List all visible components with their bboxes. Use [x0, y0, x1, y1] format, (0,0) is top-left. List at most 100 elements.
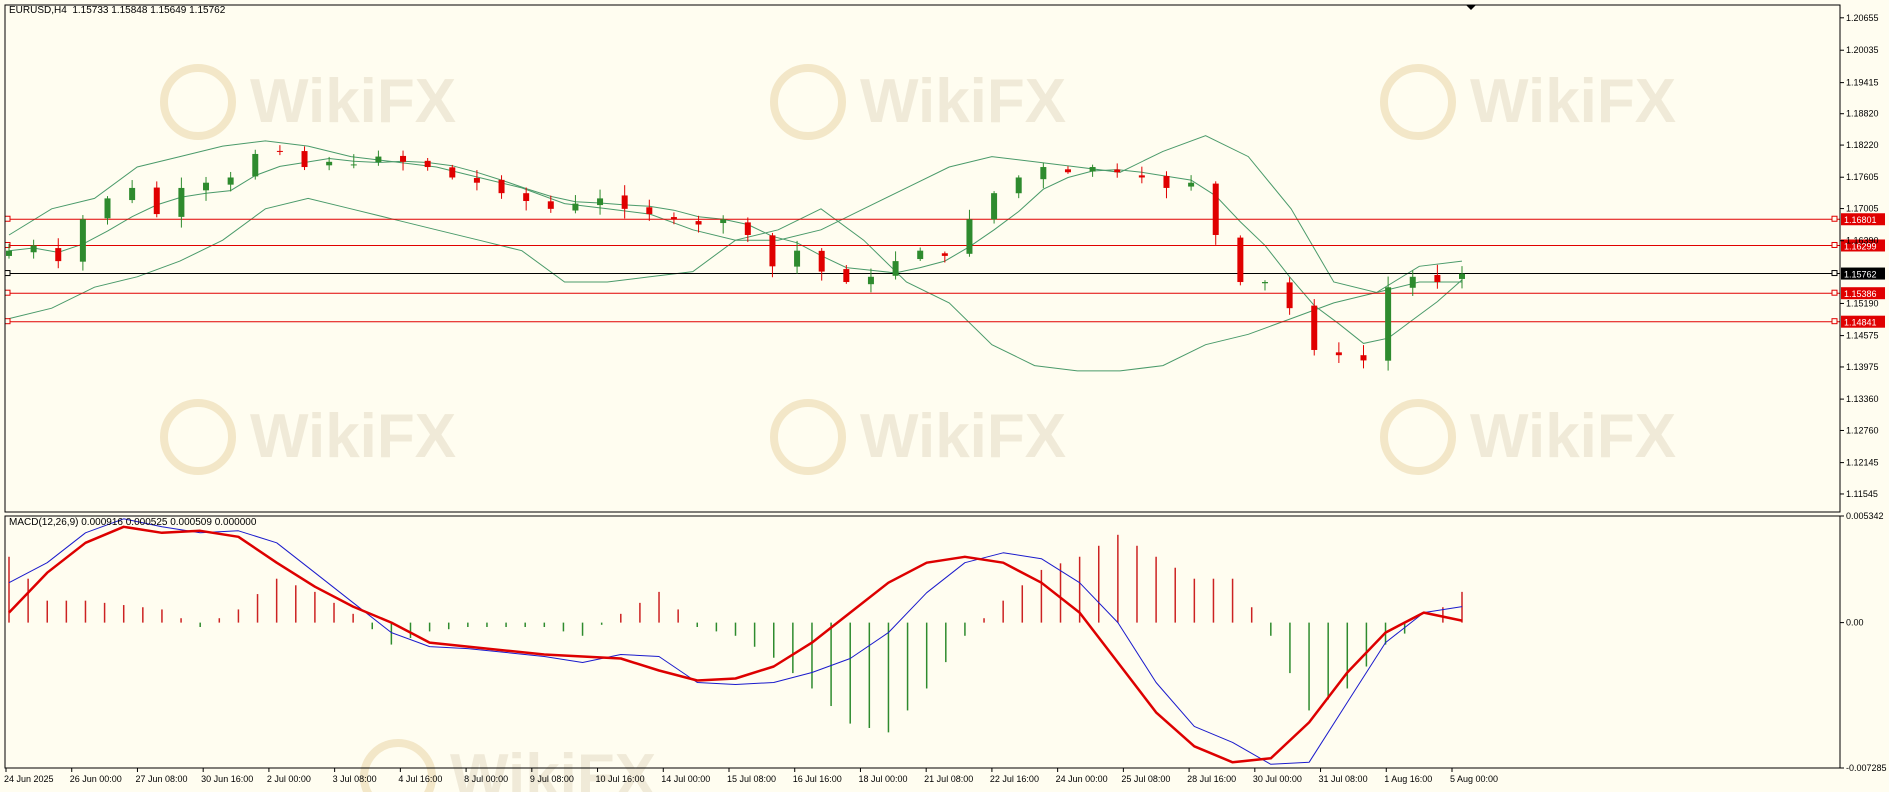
bull-candle	[572, 203, 579, 211]
time-tick-label: 4 Jul 16:00	[398, 774, 442, 784]
watermark-text: WikiFX	[250, 67, 456, 136]
bear-candle	[424, 160, 431, 168]
level-price-label: 1.16801	[1844, 215, 1877, 225]
level-anchor-icon	[4, 318, 11, 325]
price-tick-label: 1.20655	[1846, 13, 1879, 23]
macd-tick-label: -0.007285	[1846, 763, 1887, 773]
price-tick-label: 1.15190	[1846, 298, 1879, 308]
watermark-text: WikiFX	[1470, 402, 1676, 471]
watermark-logo-icon	[770, 64, 846, 140]
bull-candle	[326, 161, 333, 166]
level-price-badge	[1841, 239, 1885, 252]
time-tick-label: 31 Jul 08:00	[1319, 774, 1368, 784]
macd-tick-label: 0.005342	[1846, 511, 1884, 521]
level-anchor-icon	[1831, 270, 1838, 277]
time-tick-label: 8 Jul 00:00	[464, 774, 508, 784]
time-tick-label: 16 Jul 16:00	[793, 774, 842, 784]
bear-candle	[1286, 282, 1293, 309]
time-tick-label: 10 Jul 16:00	[596, 774, 645, 784]
level-anchor-icon	[4, 270, 11, 277]
time-tick-label: 25 Jul 08:00	[1121, 774, 1170, 784]
level-price-badge	[1841, 213, 1885, 226]
bear-candle	[621, 195, 628, 209]
bull-candle	[30, 245, 37, 253]
bear-candle	[547, 201, 554, 209]
watermark-logo-icon	[160, 64, 236, 140]
time-tick-label: 5 Aug 00:00	[1450, 774, 1498, 784]
level-price-badge	[1841, 315, 1885, 328]
bull-candle	[203, 182, 210, 191]
macd-tick-label: 0.00	[1846, 618, 1864, 628]
bear-candle	[153, 187, 160, 215]
time-tick-label: 2 Jul 00:00	[267, 774, 311, 784]
time-tick-label: 30 Jun 16:00	[201, 774, 253, 784]
bear-candle	[1064, 169, 1071, 173]
price-tick-label: 1.20035	[1846, 45, 1879, 55]
bull-candle	[1459, 273, 1465, 279]
bull-candle	[1089, 167, 1096, 172]
macd-line	[8, 518, 1463, 765]
level-anchor-icon	[4, 215, 11, 222]
middle-bollinger-band	[8, 157, 1463, 344]
time-tick-label: 24 Jun 00:00	[1056, 774, 1108, 784]
price-tick-label: 1.14575	[1846, 331, 1879, 341]
bear-candle	[646, 207, 653, 215]
bull-candle	[1385, 287, 1392, 361]
time-tick-label: 22 Jul 16:00	[990, 774, 1039, 784]
bull-candle	[966, 219, 973, 254]
price-tick-label: 1.12760	[1846, 425, 1879, 435]
bear-candle	[670, 217, 677, 220]
bear-candle	[1434, 274, 1441, 283]
level-price-label: 1.15386	[1844, 289, 1877, 299]
bear-candle	[1237, 237, 1244, 283]
time-tick-label: 24 Jun 2025	[4, 774, 54, 784]
level-anchor-icon	[1831, 241, 1838, 248]
bear-candle	[744, 222, 751, 235]
level-anchor-icon	[1831, 215, 1838, 222]
price-tick-label: 1.13975	[1846, 362, 1879, 372]
shift-marker-icon	[1466, 5, 1476, 10]
bull-candle	[1015, 177, 1022, 194]
price-panel-frame	[4, 4, 1841, 513]
bull-candle	[867, 276, 874, 285]
price-tick-label: 1.18220	[1846, 140, 1879, 150]
price-tick-label: 1.19415	[1846, 78, 1879, 88]
bull-candle	[917, 250, 924, 260]
watermark-logo-icon	[1380, 64, 1456, 140]
bear-candle	[400, 155, 407, 162]
bull-candle	[104, 198, 111, 219]
bull-candle	[794, 250, 801, 267]
time-tick-label: 26 Jun 00:00	[70, 774, 122, 784]
time-tick-label: 28 Jul 16:00	[1187, 774, 1236, 784]
bull-candle	[892, 261, 899, 276]
bear-candle	[498, 179, 505, 194]
level-anchor-icon	[1831, 318, 1838, 325]
bull-candle	[1261, 282, 1268, 284]
bear-candle	[473, 178, 480, 183]
bear-candle	[1335, 352, 1342, 356]
bull-candle	[129, 187, 136, 201]
macd-signal-line	[8, 525, 1463, 764]
time-tick-label: 1 Aug 16:00	[1384, 774, 1432, 784]
bull-candle	[597, 198, 604, 206]
bear-candle	[1212, 183, 1219, 235]
bull-candle	[1409, 276, 1416, 288]
bear-candle	[1163, 175, 1170, 188]
level-price-badge	[1841, 267, 1885, 280]
bull-candle	[1040, 167, 1047, 180]
watermark-logo-icon	[1380, 399, 1456, 475]
watermark-text: WikiFX	[450, 742, 656, 792]
bear-candle	[1138, 175, 1145, 178]
bull-candle	[350, 164, 357, 166]
watermark-text: WikiFX	[860, 402, 1066, 471]
watermark-logo-icon	[360, 739, 436, 792]
level-anchor-icon	[4, 289, 11, 296]
time-tick-label: 30 Jul 00:00	[1253, 774, 1302, 784]
bear-candle	[695, 221, 702, 225]
bear-candle	[769, 235, 776, 267]
watermark-logo-icon	[160, 399, 236, 475]
level-price-label: 1.14841	[1844, 318, 1877, 328]
time-tick-label: 21 Jul 08:00	[924, 774, 973, 784]
macd-panel-frame	[4, 515, 1841, 769]
